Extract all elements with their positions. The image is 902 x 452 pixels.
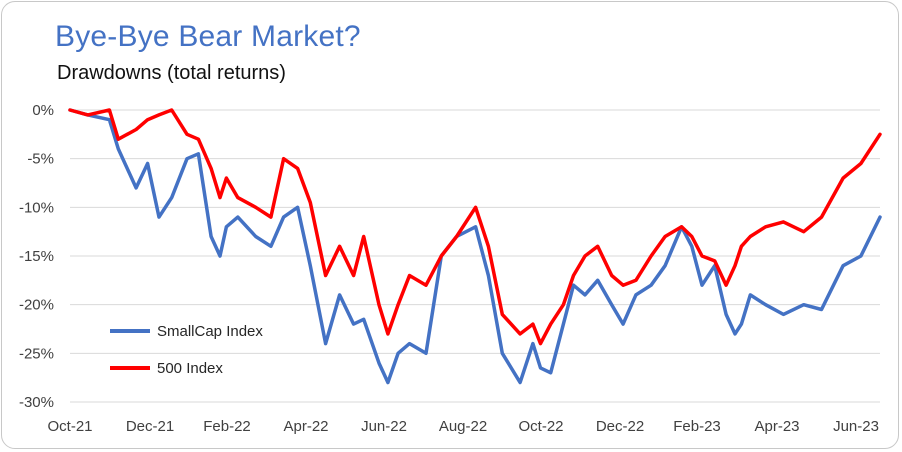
x-tick-label: Jun-23 xyxy=(833,418,879,435)
gridlines xyxy=(70,109,880,403)
x-tick-label: Oct-21 xyxy=(47,418,92,435)
chart-subtitle: Drawdowns (total returns) xyxy=(57,62,286,84)
y-tick-label: -15% xyxy=(19,248,54,265)
y-tick-label: -5% xyxy=(27,151,54,168)
x-tick-label: Jun-22 xyxy=(361,418,407,435)
x-tick-label: Apr-23 xyxy=(754,418,799,435)
y-tick-label: -30% xyxy=(19,394,54,411)
legend-label: 500 Index xyxy=(157,360,223,377)
x-tick-label: Dec-21 xyxy=(126,418,174,435)
series-line-500-index xyxy=(68,108,882,346)
series-line-smallcap-index xyxy=(68,108,882,385)
x-tick-label: Aug-22 xyxy=(439,418,487,435)
x-tick-label: Dec-22 xyxy=(596,418,644,435)
chart-title: Bye-Bye Bear Market? xyxy=(55,20,361,53)
x-tick-label: Feb-23 xyxy=(673,418,721,435)
legend: SmallCap Index 500 Index xyxy=(110,323,263,377)
x-tick-label: Feb-22 xyxy=(203,418,251,435)
y-tick-label: -25% xyxy=(19,345,54,362)
y-tick-label: -20% xyxy=(19,297,54,314)
x-axis-ticks: Oct-21 Dec-21 Feb-22 Apr-22 Jun-22 Aug-22 Oct-… xyxy=(47,418,878,435)
x-tick-label: Apr-22 xyxy=(283,418,328,435)
y-tick-label: -10% xyxy=(19,199,54,216)
legend-label: SmallCap Index xyxy=(157,323,263,340)
y-tick-label: 0% xyxy=(32,102,54,119)
series-lines xyxy=(68,108,882,385)
x-tick-label: Oct-22 xyxy=(518,418,563,435)
y-axis-ticks: 0% -5% -10% -15% -20% -25% -30% xyxy=(19,102,54,411)
